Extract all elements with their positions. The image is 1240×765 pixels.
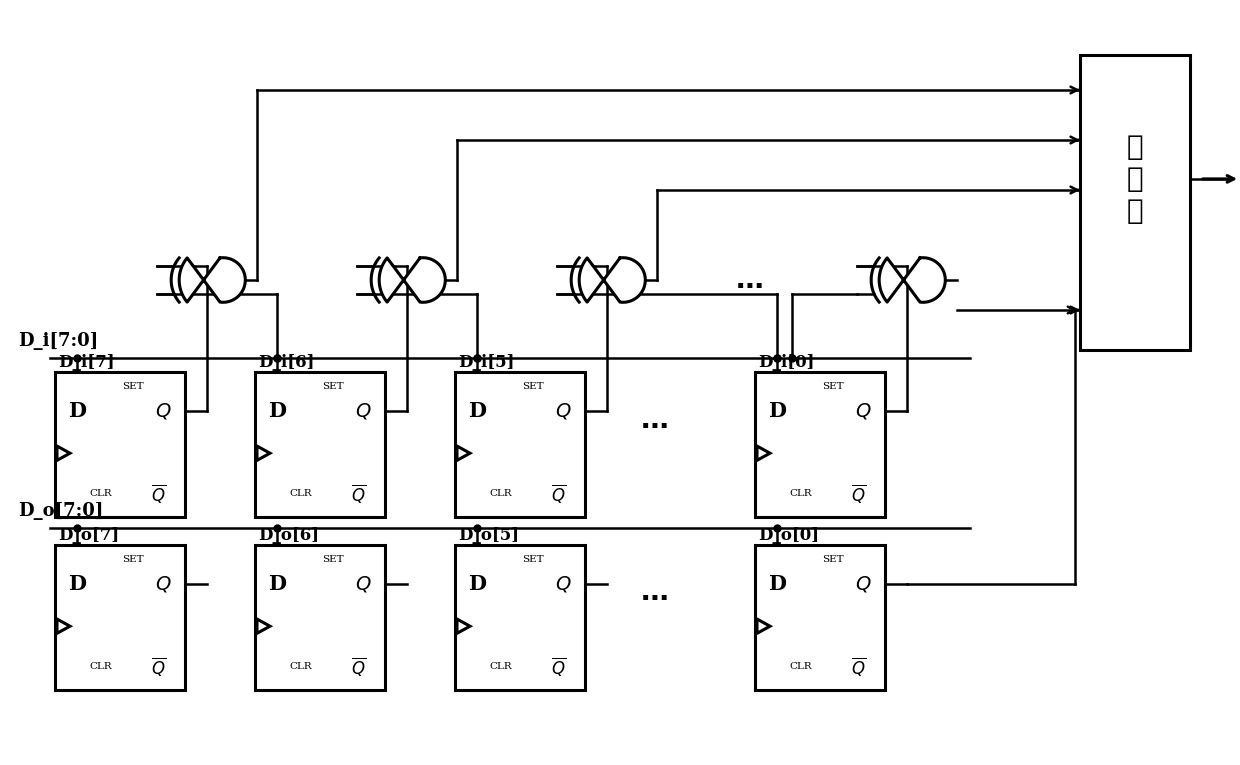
Text: D_i[5]: D_i[5] <box>458 353 515 370</box>
Text: …: … <box>737 266 764 294</box>
Text: $Q$: $Q$ <box>854 401 872 422</box>
Text: $Q$: $Q$ <box>355 575 371 594</box>
Text: D_o[0]: D_o[0] <box>758 526 820 543</box>
Polygon shape <box>879 258 945 302</box>
Bar <box>55 545 185 690</box>
Bar <box>255 545 384 690</box>
Text: $Q$: $Q$ <box>854 575 872 594</box>
Text: CLR: CLR <box>89 662 112 672</box>
Text: SET: SET <box>322 382 343 391</box>
Text: D_i[0]: D_i[0] <box>758 353 815 370</box>
Text: $\overline{Q}$: $\overline{Q}$ <box>151 656 166 679</box>
Text: D: D <box>768 401 786 422</box>
Polygon shape <box>458 446 470 461</box>
Polygon shape <box>257 446 270 461</box>
Polygon shape <box>57 446 69 461</box>
Polygon shape <box>756 619 770 633</box>
Polygon shape <box>458 619 470 633</box>
Text: $\overline{Q}$: $\overline{Q}$ <box>552 482 567 505</box>
Text: $\overline{Q}$: $\overline{Q}$ <box>852 656 867 679</box>
Bar <box>755 372 885 517</box>
Bar <box>255 372 384 517</box>
Bar <box>55 372 185 517</box>
Text: D: D <box>268 575 286 594</box>
Text: D_i[6]: D_i[6] <box>258 353 315 370</box>
Polygon shape <box>57 619 69 633</box>
Text: D_i[7:0]: D_i[7:0] <box>19 332 98 350</box>
Text: D: D <box>268 401 286 422</box>
Text: D_i[7]: D_i[7] <box>58 353 114 370</box>
Polygon shape <box>379 258 445 302</box>
Bar <box>755 545 885 690</box>
Text: 加
法
器: 加 法 器 <box>1127 132 1143 226</box>
Text: CLR: CLR <box>490 662 512 672</box>
Text: $\overline{Q}$: $\overline{Q}$ <box>552 656 567 679</box>
Text: SET: SET <box>123 382 144 391</box>
Text: SET: SET <box>123 555 144 564</box>
Text: SET: SET <box>822 382 843 391</box>
Text: $\overline{Q}$: $\overline{Q}$ <box>351 482 367 505</box>
Bar <box>455 545 585 690</box>
Text: CLR: CLR <box>289 490 311 498</box>
Text: SET: SET <box>522 555 544 564</box>
Bar <box>455 372 585 517</box>
Text: CLR: CLR <box>289 662 311 672</box>
Text: SET: SET <box>322 555 343 564</box>
Text: SET: SET <box>822 555 843 564</box>
Text: $Q$: $Q$ <box>554 401 572 422</box>
Text: D_o[5]: D_o[5] <box>458 526 520 543</box>
Polygon shape <box>257 619 270 633</box>
Text: D: D <box>768 575 786 594</box>
Text: …: … <box>641 406 668 434</box>
Text: CLR: CLR <box>789 662 812 672</box>
Text: D: D <box>68 575 86 594</box>
Text: D_o[7]: D_o[7] <box>58 526 119 543</box>
Polygon shape <box>179 258 246 302</box>
Text: CLR: CLR <box>89 490 112 498</box>
Polygon shape <box>579 258 645 302</box>
Text: $\overline{Q}$: $\overline{Q}$ <box>151 482 166 505</box>
Text: $Q$: $Q$ <box>155 575 171 594</box>
Text: $\overline{Q}$: $\overline{Q}$ <box>852 482 867 505</box>
Text: CLR: CLR <box>789 490 812 498</box>
Text: D: D <box>469 575 486 594</box>
Text: SET: SET <box>522 382 544 391</box>
Text: $\overline{Q}$: $\overline{Q}$ <box>351 656 367 679</box>
Text: $Q$: $Q$ <box>355 401 371 422</box>
Text: D_o[6]: D_o[6] <box>258 526 319 543</box>
Text: …: … <box>641 578 668 606</box>
Text: $Q$: $Q$ <box>155 401 171 422</box>
Text: D_o[7:0]: D_o[7:0] <box>19 502 103 520</box>
Text: CLR: CLR <box>490 490 512 498</box>
Bar <box>1080 55 1190 350</box>
Text: $Q$: $Q$ <box>554 575 572 594</box>
Text: D: D <box>469 401 486 422</box>
Text: D: D <box>68 401 86 422</box>
Polygon shape <box>756 446 770 461</box>
